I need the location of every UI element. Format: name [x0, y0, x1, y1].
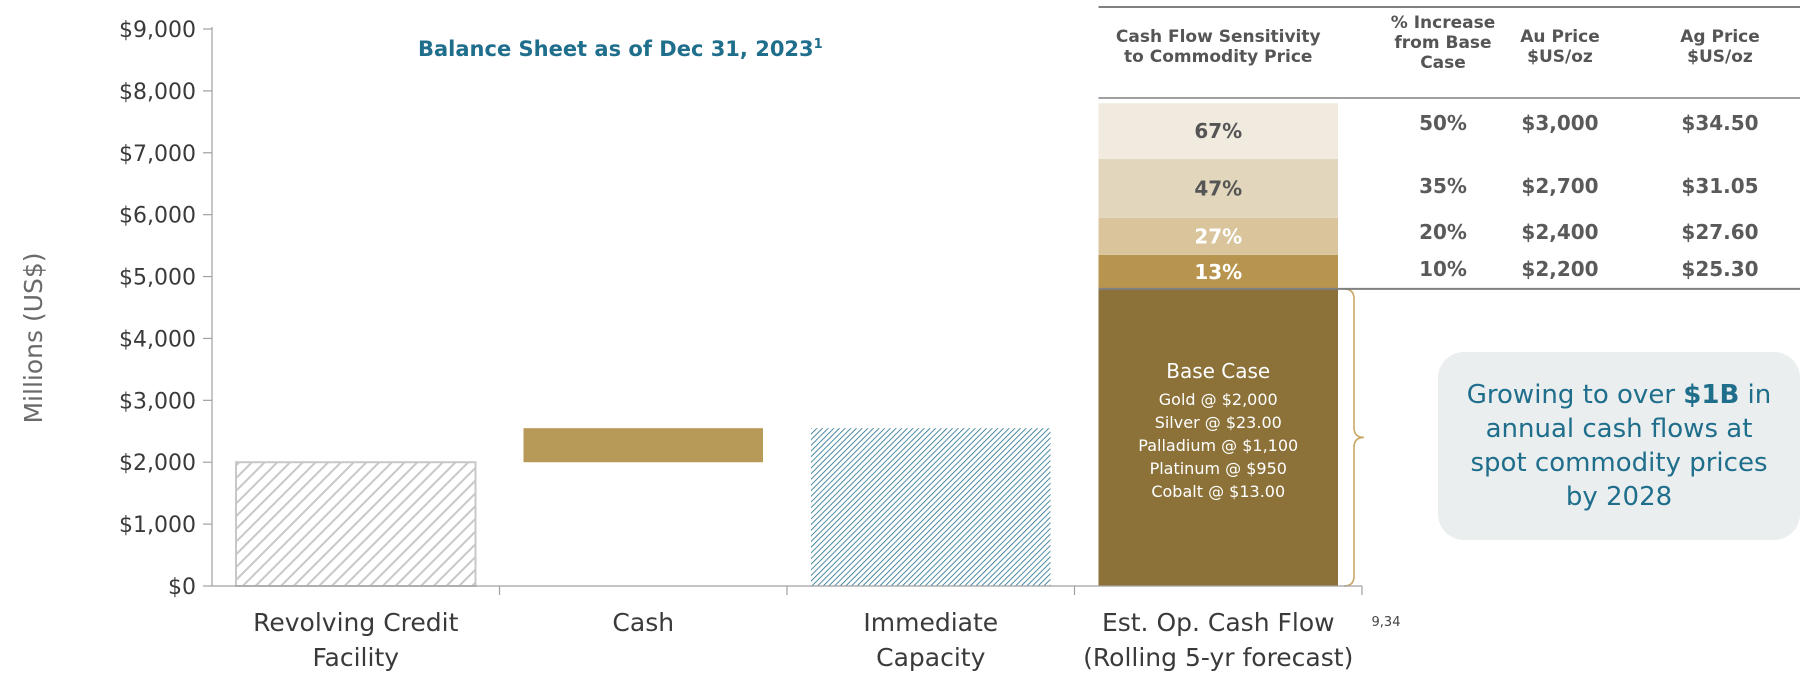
bar-3 [811, 428, 1051, 586]
x-tick-label: Revolving Credit [253, 608, 458, 637]
y-tick-label: $0 [168, 575, 196, 600]
sensitivity-segment-2 [1098, 217, 1338, 255]
x-tick-label: Facility [312, 643, 399, 672]
table-cell-increase: 10% [1419, 257, 1467, 281]
sensitivity-segment-label: 47% [1194, 176, 1242, 200]
y-tick-label: $6,000 [119, 204, 196, 229]
x-tick-label: Immediate [863, 608, 998, 637]
table-header: Case [1420, 53, 1466, 73]
bars: 13% 27% 47% 67% Base Case Gold @ $2,000 Silver… [235, 103, 1365, 588]
bar-4 [1098, 288, 1338, 586]
x-tick-label: Est. Op. Cash Flow [1102, 608, 1335, 637]
base-case-line: Cobalt @ $13.00 [1151, 482, 1285, 501]
table-cell-au-price: $2,400 [1521, 220, 1598, 244]
table-cell-increase: 20% [1419, 220, 1467, 244]
y-tick-label: $4,000 [119, 327, 196, 352]
table-cell-au-price: $2,200 [1521, 257, 1598, 281]
x-tick-label: Cash [612, 608, 674, 637]
table-header: Cash Flow Sensitivity [1116, 27, 1321, 47]
y-tick-label: $7,000 [119, 142, 196, 167]
base-case-line: Gold @ $2,000 [1159, 390, 1278, 409]
y-tick-label: $2,000 [119, 451, 196, 476]
y-tick-label: $5,000 [119, 266, 196, 291]
sensitivity-segment-label: 27% [1194, 224, 1242, 248]
callout-text: Growing to over $1B in annual cash flows… [1466, 380, 1772, 512]
cash-flow-callout: Growing to over $1B in annual cash flows… [1438, 352, 1800, 540]
footnote-ref: 9,34 [1372, 615, 1401, 630]
y-axis-ticks: $0 $1,000 $2,000 $3,000 $4,000 $5,000 $6,000 $7… [119, 18, 212, 600]
axes [211, 27, 1363, 595]
table-header: $US/oz [1687, 47, 1753, 67]
x-tick-label: Capacity [876, 643, 985, 672]
chart-title: Balance Sheet as of Dec 31, 20231 [418, 37, 823, 61]
table-header: $US/oz [1527, 47, 1593, 67]
base-case-line: Palladium @ $1,100 [1138, 436, 1298, 455]
bar-2 [523, 428, 763, 463]
table-cell-ag-price: $25.30 [1681, 257, 1758, 281]
table-cell-ag-price: $27.60 [1681, 220, 1758, 244]
sensitivity-segment-label: 67% [1194, 119, 1242, 143]
y-axis-label: Millions (US$) [19, 252, 48, 423]
y-tick-label: $3,000 [119, 389, 196, 414]
sensitivity-segment-label: 13% [1194, 260, 1242, 284]
x-tick-label: (Rolling 5-yr forecast) [1083, 643, 1353, 672]
y-tick-label: $9,000 [119, 18, 196, 43]
table-cell-increase: 50% [1419, 111, 1467, 135]
table-cell-au-price: $2,700 [1521, 174, 1598, 198]
x-axis-labels: Revolving Credit Facility Cash Immediate Cap… [253, 608, 1353, 672]
base-case-title: Base Case [1166, 359, 1270, 383]
sensitivity-segment-3 [1098, 158, 1338, 218]
sensitivity-segment-4 [1098, 103, 1338, 159]
bar-1 [235, 461, 477, 588]
table-header: to Commodity Price [1124, 47, 1312, 67]
base-case-line: Silver @ $23.00 [1155, 413, 1282, 432]
table-header: Ag Price [1680, 27, 1760, 47]
table-header: Au Price [1520, 27, 1599, 47]
base-case-bracket [1343, 288, 1365, 587]
table-header: from Base [1394, 33, 1491, 53]
y-tick-label: $8,000 [119, 80, 196, 105]
table-cell-increase: 35% [1419, 174, 1467, 198]
table-header: % Increase [1391, 13, 1496, 33]
table-cell-ag-price: $31.05 [1681, 174, 1758, 198]
base-case-line: Platinum @ $950 [1150, 459, 1287, 478]
y-tick-label: $1,000 [119, 513, 196, 538]
sensitivity-segment-1 [1098, 254, 1338, 289]
table-cell-ag-price: $34.50 [1681, 111, 1758, 135]
table-cell-au-price: $3,000 [1521, 111, 1598, 135]
